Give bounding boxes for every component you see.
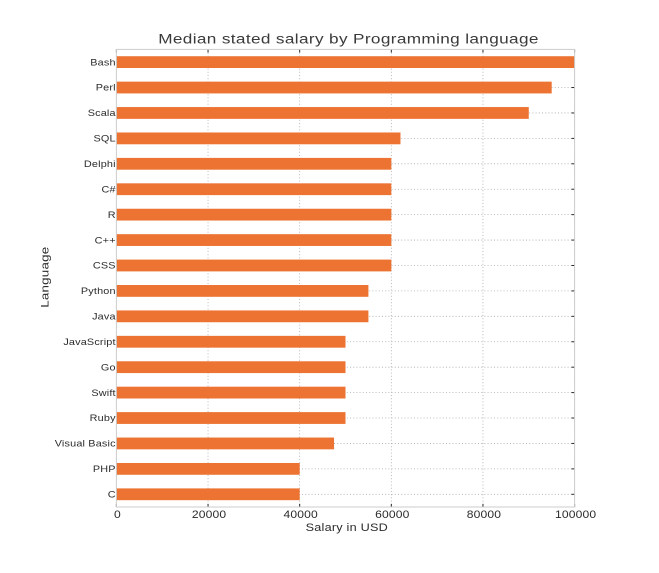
svg-text:Scala: Scala xyxy=(88,109,116,119)
svg-text:Perl: Perl xyxy=(96,83,116,93)
svg-text:JavaScript: JavaScript xyxy=(63,338,115,348)
svg-text:Bash: Bash xyxy=(90,58,115,68)
svg-text:Salary in USD: Salary in USD xyxy=(306,521,389,534)
svg-text:80000: 80000 xyxy=(467,509,501,520)
svg-text:Delphi: Delphi xyxy=(84,160,116,170)
svg-text:Ruby: Ruby xyxy=(90,414,116,424)
svg-text:Language: Language xyxy=(39,247,52,308)
svg-text:SQL: SQL xyxy=(93,134,115,144)
svg-text:20000: 20000 xyxy=(192,509,226,520)
svg-text:CSS: CSS xyxy=(93,261,116,271)
svg-text:Python: Python xyxy=(81,287,116,297)
svg-text:0: 0 xyxy=(114,509,121,520)
svg-text:C#: C# xyxy=(101,185,115,195)
svg-text:C++: C++ xyxy=(95,236,116,246)
svg-text:Java: Java xyxy=(92,312,116,322)
svg-text:Go: Go xyxy=(101,363,116,373)
svg-text:C: C xyxy=(108,490,116,500)
svg-text:Visual Basic: Visual Basic xyxy=(55,439,116,449)
svg-text:40000: 40000 xyxy=(283,509,317,520)
svg-text:Swift: Swift xyxy=(91,388,115,398)
svg-text:PHP: PHP xyxy=(93,465,116,475)
svg-text:Median stated salary by Progra: Median stated salary by Programming lang… xyxy=(158,32,539,47)
svg-text:100000: 100000 xyxy=(555,509,596,520)
svg-text:R: R xyxy=(108,211,116,221)
svg-text:60000: 60000 xyxy=(375,509,409,520)
